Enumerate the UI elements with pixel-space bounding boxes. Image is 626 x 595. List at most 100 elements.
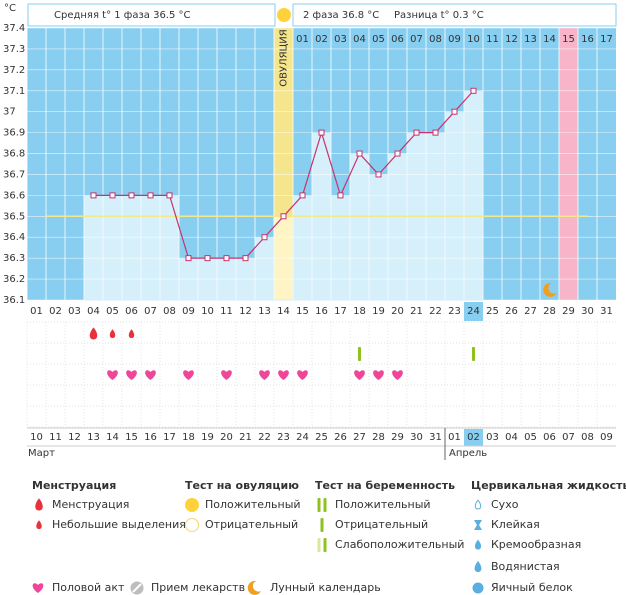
light-spotting-mark: [128, 329, 135, 338]
intercourse-mark: [107, 370, 118, 380]
dpo-label: 02: [315, 34, 328, 45]
dpo-label: 17: [600, 34, 613, 45]
y-tick-label: 36.9: [3, 128, 25, 139]
cycle-day-label: 11: [220, 306, 233, 317]
temperature-column: [330, 194, 351, 301]
date-label: 17: [163, 432, 176, 443]
legend-icon: [32, 583, 44, 593]
legend-item: Положительный: [205, 498, 301, 511]
cycle-day-label: 23: [448, 306, 461, 317]
dpo-label: 01: [296, 34, 309, 45]
cycle-day-label: 29: [562, 306, 575, 317]
cycle-day-label: 31: [600, 306, 613, 317]
temperature-column: [387, 153, 408, 301]
date-label: 12: [68, 432, 81, 443]
temperature-column: [292, 194, 313, 301]
month-label: Апрель: [449, 448, 487, 459]
moon-marker: [543, 282, 557, 297]
date-label: 02: [467, 432, 480, 443]
date-label: 01: [448, 432, 461, 443]
temperature-column: [102, 194, 123, 301]
legend-icon: [323, 498, 327, 512]
intercourse-mark: [221, 370, 232, 380]
cycle-day-label: 24: [467, 306, 480, 317]
intercourse-mark: [297, 370, 308, 380]
date-label: 18: [182, 432, 195, 443]
legend-item: Небольшие выделения: [52, 518, 186, 531]
date-label: 07: [562, 432, 575, 443]
temperature-point: [470, 87, 477, 94]
light-spotting-mark: [109, 329, 116, 338]
legend-item: Кремообразная: [491, 538, 581, 551]
ovulation-label: ОВУЛЯЦИЯ: [279, 29, 290, 87]
temperature-point: [223, 255, 230, 262]
expected-period-column: [559, 28, 578, 300]
legend-item: Положительный: [335, 498, 431, 511]
temperature-point: [451, 108, 458, 115]
temperature-point: [109, 192, 116, 199]
legend-icon: [323, 538, 327, 552]
legend-icon: [474, 539, 482, 550]
y-tick-label: 37.3: [3, 44, 25, 55]
legend-title: Менструация: [32, 479, 116, 492]
dpo-label: 14: [543, 34, 556, 45]
cycle-day-label: 06: [125, 306, 138, 317]
date-label: 16: [144, 432, 157, 443]
legend-item: Половой акт: [52, 581, 125, 594]
date-label: 23: [277, 432, 290, 443]
date-label: 09: [600, 432, 613, 443]
cycle-day-label: 16: [315, 306, 328, 317]
temperature-point: [280, 213, 287, 220]
cycle-day-label: 13: [258, 306, 271, 317]
cycle-day-label: 09: [182, 306, 195, 317]
temperature-point: [337, 192, 344, 199]
temperature-point: [204, 255, 211, 262]
cycle-day-label: 05: [106, 306, 119, 317]
temperature-point: [166, 192, 173, 199]
date-label: 29: [391, 432, 404, 443]
y-tick-label: 36.5: [3, 211, 25, 222]
temperature-point: [90, 192, 97, 199]
legend-icon: [35, 498, 43, 511]
temperature-point: [147, 192, 154, 199]
phase1-average: Средняя t° 1 фаза 36.5 °C: [54, 10, 191, 21]
cycle-day-label: 26: [505, 306, 518, 317]
legend-icon: [247, 580, 261, 595]
cycle-day-label: 07: [144, 306, 157, 317]
legend-icon: [36, 520, 42, 529]
legend-title: Цервикальная жидкость: [471, 479, 626, 492]
unit-label: °C: [4, 3, 16, 14]
cycle-day-label: 17: [334, 306, 347, 317]
dpo-label: 09: [448, 34, 461, 45]
cycle-day-label: 02: [49, 306, 62, 317]
temperature-column: [140, 194, 161, 301]
temperature-point: [185, 255, 192, 262]
date-label: 11: [49, 432, 62, 443]
legend-item: Яичный белок: [491, 581, 573, 594]
cycle-day-label: 14: [277, 306, 290, 317]
legend-item: Прием лекарств: [151, 581, 245, 594]
cycle-day-label: 25: [486, 306, 499, 317]
y-tick-label: 37: [3, 107, 16, 118]
cycle-day-label: 04: [87, 306, 100, 317]
y-tick-label: 36.2: [3, 274, 25, 285]
date-label: 19: [201, 432, 214, 443]
dpo-label: 06: [391, 34, 404, 45]
cycle-day-label: 01: [30, 306, 43, 317]
date-label: 04: [505, 432, 518, 443]
y-tick-label: 36.7: [3, 169, 25, 180]
date-label: 15: [125, 432, 138, 443]
cycle-day-label: 22: [429, 306, 442, 317]
intercourse-mark: [354, 370, 365, 380]
legend-item: Слабоположительный: [335, 538, 464, 551]
dpo-label: 08: [429, 34, 442, 45]
phase2-average: 2 фаза 36.8 °C: [303, 10, 379, 21]
intercourse-mark: [259, 370, 270, 380]
menstruation-mark: [89, 327, 98, 340]
cycle-day-label: 19: [372, 306, 385, 317]
dpo-label: 04: [353, 34, 366, 45]
legend-icon: [185, 518, 199, 532]
cycle-day-label: 10: [201, 306, 214, 317]
cycle-day-label: 21: [410, 306, 423, 317]
